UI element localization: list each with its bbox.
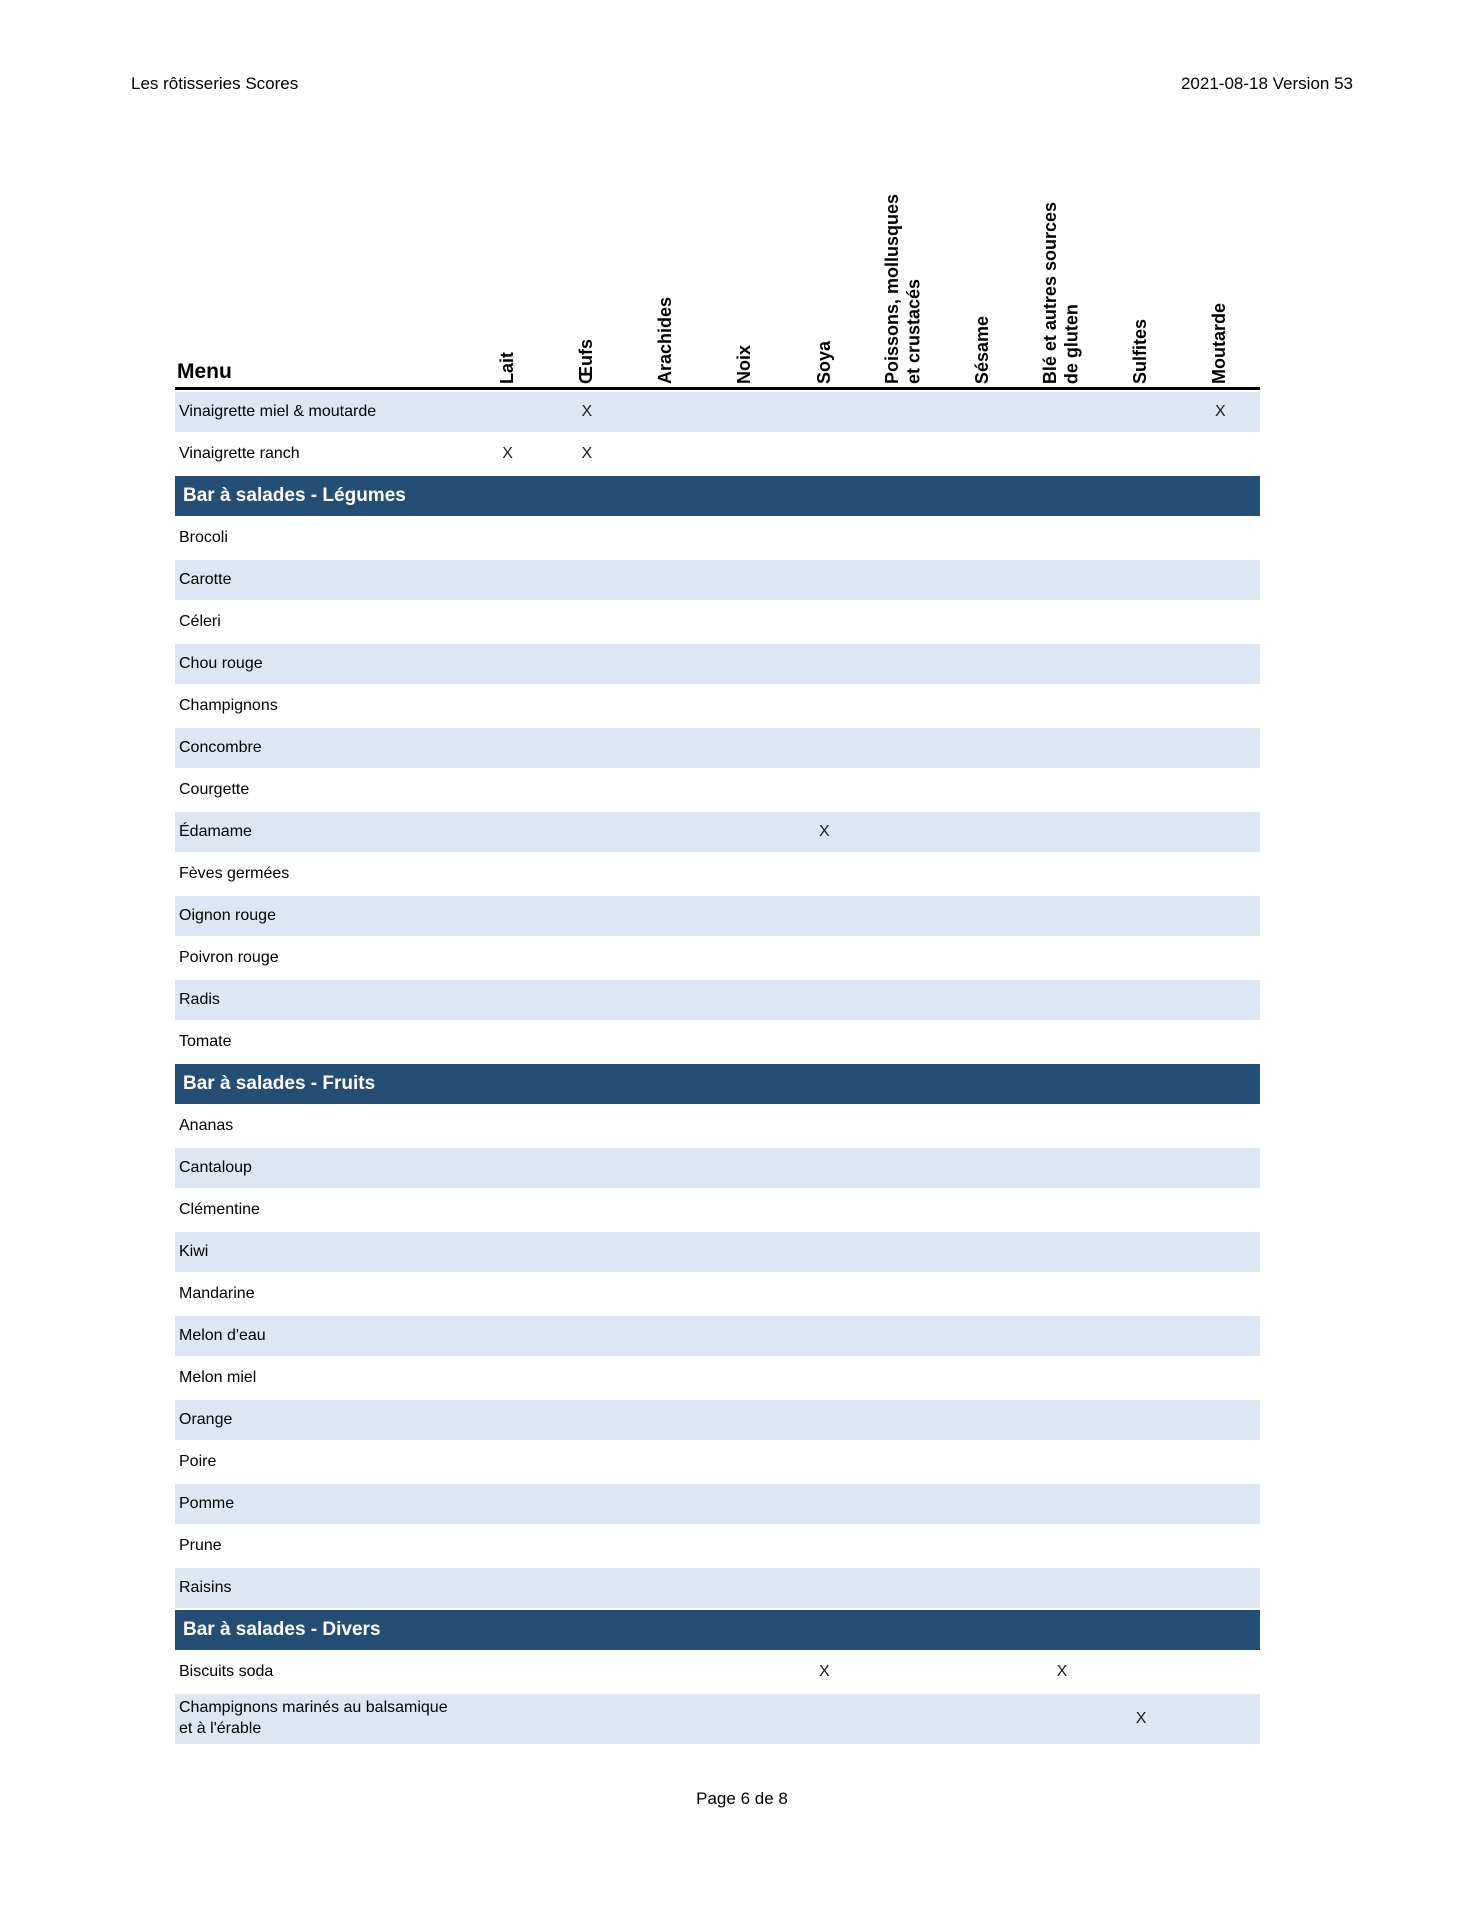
row-label: Chou rouge xyxy=(179,654,263,672)
row-label: Vinaigrette ranch xyxy=(179,444,300,462)
table-row: Vinaigrette miel & moutarde X X xyxy=(175,392,1260,432)
row-label: Fèves germées xyxy=(179,864,290,882)
row-label: Champignons marinés au balsamique et à l… xyxy=(179,1699,448,1737)
table-row: Melon d'eau xyxy=(175,1316,1260,1356)
column-header-label: Arachides xyxy=(655,296,676,384)
table-row: Chou rouge xyxy=(175,644,1260,684)
row-label: Oignon rouge xyxy=(179,906,276,924)
table-row: Édamame X xyxy=(175,812,1260,852)
table-row: Courgette xyxy=(175,770,1260,810)
table-row: Mandarine xyxy=(175,1274,1260,1314)
table-row: Fèves germées xyxy=(175,854,1260,894)
table-row: Pomme xyxy=(175,1484,1260,1524)
table-row: Brocoli xyxy=(175,518,1260,558)
row-label: Vinaigrette miel & moutarde xyxy=(179,402,377,420)
row-label: Biscuits soda xyxy=(179,1662,274,1680)
section-header: Bar à salades - Fruits xyxy=(175,1064,1260,1104)
header-title: Les rôtisseries Scores xyxy=(131,74,299,93)
table-row: Melon miel xyxy=(175,1358,1260,1398)
column-header-label: Lait xyxy=(496,351,517,384)
allergen-mark: X xyxy=(819,1663,830,1680)
section-header: Bar à salades - Légumes xyxy=(175,476,1260,516)
row-label: Melon d'eau xyxy=(179,1326,266,1344)
row-label: Clémentine xyxy=(179,1200,260,1218)
column-header-cell: Sésame xyxy=(943,150,1022,387)
allergen-mark: X xyxy=(581,445,593,462)
row-label: Courgette xyxy=(179,780,250,798)
allergen-mark: X xyxy=(1135,1709,1147,1727)
table-row: Concombre xyxy=(175,728,1260,768)
allergen-mark: X xyxy=(502,445,513,462)
row-label: Cantaloup xyxy=(179,1158,252,1176)
table-row: Prune xyxy=(175,1526,1260,1566)
table-row: Poivron rouge xyxy=(175,938,1260,978)
allergen-mark: X xyxy=(819,823,830,840)
row-label: Ananas xyxy=(179,1116,234,1134)
table-row: Orange xyxy=(175,1400,1260,1440)
table-row: Champignons xyxy=(175,686,1260,726)
column-header-cell: Poissons, mollusques et crustacés xyxy=(864,150,943,387)
document-header: Les rôtisseries Scores 2021-08-18 Versio… xyxy=(131,74,1353,94)
column-header-cell: Arachides xyxy=(626,150,705,387)
table-row: Radis xyxy=(175,980,1260,1020)
column-header-cell: Moutarde xyxy=(1181,150,1260,387)
row-label: Carotte xyxy=(179,570,232,588)
menu-column-header: Menu xyxy=(177,360,232,383)
allergen-table: Menu Lait Œufs Arachides Noix Soya Poissons, … xyxy=(175,150,1260,1746)
table-row: Oignon rouge xyxy=(175,896,1260,936)
page-number: Page 6 de 8 xyxy=(696,1789,788,1808)
row-label: Tomate xyxy=(179,1032,232,1050)
row-label: Orange xyxy=(179,1410,233,1428)
column-header-cell: Sulfites xyxy=(1102,150,1181,387)
row-label: Concombre xyxy=(179,738,262,756)
table-row: Champignons marinés au balsamique et à l… xyxy=(175,1694,1260,1744)
column-header-cell: Noix xyxy=(706,150,785,387)
allergen-mark: X xyxy=(581,403,593,420)
row-label: Melon miel xyxy=(179,1368,257,1386)
table-row: Raisins xyxy=(175,1568,1260,1608)
table-row: Carotte xyxy=(175,560,1260,600)
column-header-label: Œufs xyxy=(575,339,596,384)
header-version: 2021-08-18 Version 53 xyxy=(1180,74,1353,93)
table-body: Vinaigrette miel & moutarde X X Vinaigrette… xyxy=(175,390,1260,1744)
column-header-cell: Œufs xyxy=(547,150,626,387)
column-header-label: Sulfites xyxy=(1130,318,1151,384)
table-row: Cantaloup xyxy=(175,1148,1260,1188)
row-label: Radis xyxy=(179,990,220,1008)
row-label: Raisins xyxy=(179,1578,232,1596)
column-header-cell: Blé et autres sources de gluten xyxy=(1022,150,1101,387)
column-headers: Menu Lait Œufs Arachides Noix Soya Poissons, … xyxy=(175,150,1260,390)
row-label: Édamame xyxy=(179,822,252,840)
column-header-label: Noix xyxy=(734,344,755,384)
column-header-cell: Lait xyxy=(468,150,547,387)
column-header-label: Poissons, mollusques et crustacés xyxy=(881,193,924,384)
table-row: Ananas xyxy=(175,1106,1260,1146)
row-label: Brocoli xyxy=(179,528,228,546)
allergen-mark: X xyxy=(1056,1663,1068,1680)
table-row: Vinaigrette ranch X X xyxy=(175,434,1260,474)
table-row: Céleri xyxy=(175,602,1260,642)
allergen-mark: X xyxy=(1214,403,1226,420)
row-label: Céleri xyxy=(179,612,221,630)
table-row: Biscuits soda X X xyxy=(175,1652,1260,1692)
table-row: Clémentine xyxy=(175,1190,1260,1230)
row-label: Champignons xyxy=(179,696,278,714)
section-header: Bar à salades - Divers xyxy=(175,1610,1260,1650)
column-header-label: Moutarde xyxy=(1209,303,1230,384)
row-label: Kiwi xyxy=(179,1242,209,1260)
column-header-label: Blé et autres sources de gluten xyxy=(1040,201,1082,384)
row-label: Poire xyxy=(179,1452,217,1470)
column-header-label: Sésame xyxy=(971,315,992,384)
column-header-label: Soya xyxy=(813,340,834,384)
row-label: Poivron rouge xyxy=(179,948,279,966)
row-label: Mandarine xyxy=(179,1284,255,1302)
column-header-cell: Soya xyxy=(785,150,864,387)
table-row: Tomate xyxy=(175,1022,1260,1062)
row-label: Pomme xyxy=(179,1494,235,1512)
table-row: Poire xyxy=(175,1442,1260,1482)
table-row: Kiwi xyxy=(175,1232,1260,1272)
row-label: Prune xyxy=(179,1536,222,1554)
